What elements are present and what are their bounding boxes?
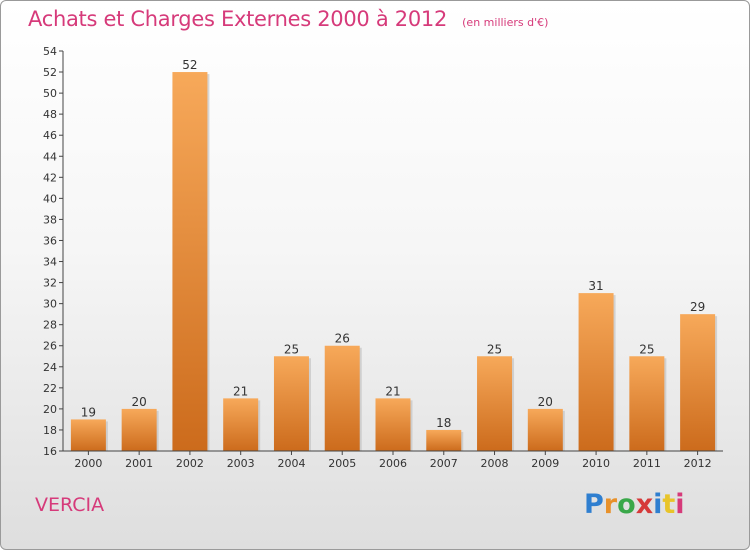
bar-value-label: 25: [639, 342, 654, 356]
bar: [527, 408, 563, 451]
y-tick-label: 34: [43, 256, 57, 269]
commune-name: VERCIA: [35, 494, 105, 516]
y-tick-label: 38: [43, 213, 57, 226]
x-tick-label: 2007: [430, 457, 458, 470]
x-tick-label: 2010: [582, 457, 610, 470]
x-tick-label: 2001: [125, 457, 153, 470]
bar-value-label: 25: [284, 342, 299, 356]
y-tick-label: 30: [43, 298, 57, 311]
logo-letter: x: [635, 489, 654, 520]
y-tick-label: 46: [43, 129, 57, 142]
bar-value-label: 21: [385, 384, 400, 398]
bar-value-label: 25: [487, 342, 502, 356]
x-tick-label: 2006: [379, 457, 407, 470]
y-tick-label: 48: [43, 108, 57, 121]
bar: [680, 314, 716, 451]
bar-value-label: 19: [81, 405, 96, 419]
y-tick-label: 32: [43, 277, 57, 290]
bars: 19 20 52 21 25 26 21 18 25 20 31 25 29: [70, 58, 718, 451]
y-tick-label: 24: [43, 361, 57, 374]
bar-value-label: 31: [588, 279, 603, 293]
bar-value-label: 20: [538, 395, 553, 409]
bar: [629, 356, 665, 451]
x-tick-label: 2002: [176, 457, 204, 470]
x-tick-label: 2011: [633, 457, 661, 470]
bar: [70, 419, 106, 451]
bar-value-label: 20: [132, 395, 147, 409]
y-tick-label: 44: [43, 150, 57, 163]
y-tick-label: 54: [43, 45, 57, 58]
bar: [223, 398, 259, 451]
bar-value-label: 21: [233, 384, 248, 398]
bar: [324, 345, 360, 451]
logo-letter: i: [675, 489, 685, 520]
bar-value-label: 29: [690, 300, 705, 314]
bar-value-label: 52: [182, 58, 197, 72]
logo-letter: o: [617, 489, 636, 520]
y-tick-label: 36: [43, 234, 57, 247]
y-tick-label: 28: [43, 319, 57, 332]
x-tick-label: 2005: [328, 457, 356, 470]
logo-letter: P: [584, 489, 604, 520]
x-tick-label: 2000: [74, 457, 102, 470]
y-tick-label: 16: [43, 445, 57, 458]
y-tick-label: 26: [43, 340, 57, 353]
x-tick-label: 2012: [684, 457, 712, 470]
x-axis: 2000 2001 2002 2003 2004 2005 2006 2007 2008 2009…: [63, 450, 723, 470]
y-tick-label: 22: [43, 382, 57, 395]
y-axis: 16 18 20 22 24 26 28 30 32 34 36 38 40 42 44 46 48 50 52 54: [43, 45, 64, 458]
logo-letter: r: [603, 489, 618, 520]
x-tick-label: 2008: [481, 457, 509, 470]
bar: [426, 429, 462, 451]
x-tick-label: 2003: [227, 457, 255, 470]
y-tick-label: 20: [43, 403, 57, 416]
bar: [121, 408, 157, 451]
bar: [477, 356, 513, 451]
y-tick-label: 42: [43, 171, 57, 184]
bar: [273, 356, 309, 451]
bar: [172, 72, 208, 451]
bar: [375, 398, 411, 451]
chart-subtitle: (en milliers d'€): [462, 16, 549, 29]
y-tick-label: 40: [43, 192, 57, 205]
title-block: Achats et Charges Externes 2000 à 2012 (…: [28, 7, 548, 31]
x-tick-label: 2004: [277, 457, 305, 470]
y-tick-label: 52: [43, 66, 57, 79]
bar: [578, 293, 614, 451]
y-tick-label: 50: [43, 87, 57, 100]
bar-value-label: 26: [335, 332, 350, 346]
x-tick-label: 2009: [531, 457, 559, 470]
y-tick-label: 18: [43, 424, 57, 437]
bar-value-label: 18: [436, 416, 451, 430]
logo-letter: i: [653, 489, 663, 520]
proxiti-logo[interactable]: Proxiti: [584, 489, 685, 520]
chart-title: Achats et Charges Externes 2000 à 2012: [28, 7, 448, 31]
logo-letter: t: [662, 489, 676, 520]
